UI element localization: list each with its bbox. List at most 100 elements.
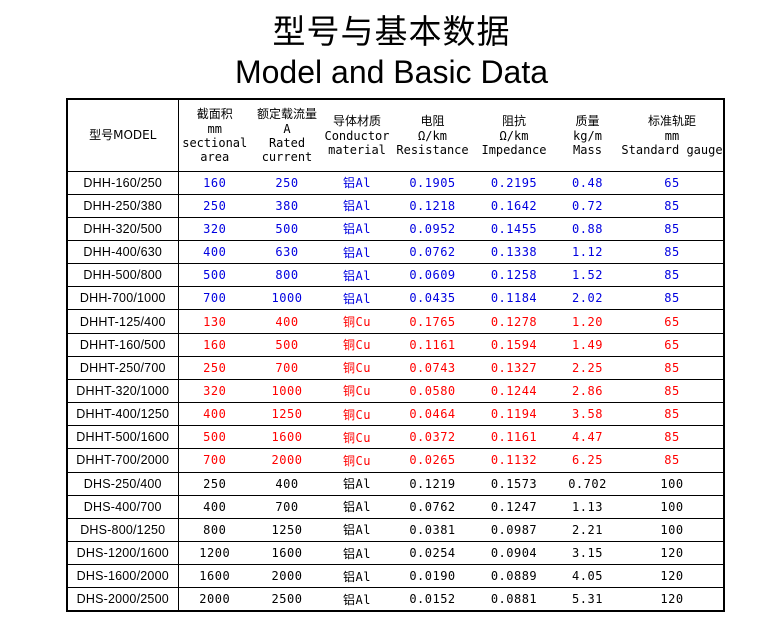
header-line: Mass: [573, 142, 602, 157]
cell-mass: 0.702: [554, 472, 621, 496]
cell-mass: 0.48: [554, 171, 621, 195]
col-header-material: 导体材质 Conductor material: [323, 99, 391, 172]
cell-mass: 5.31: [554, 587, 621, 612]
cell-gauge: 85: [621, 425, 724, 450]
cell-current: 2000: [251, 564, 323, 589]
model-basic-data-table: 型号MODEL 截面积 mm sectional area 额定载流量 A Rated curr…: [66, 98, 725, 612]
cell-mass: 0.88: [554, 217, 621, 241]
header-line: material: [328, 142, 386, 157]
cell-resistance: 0.0762: [391, 240, 474, 265]
cell-current: 1000: [251, 286, 323, 311]
cell-material: 铜Cu: [323, 333, 391, 357]
cell-resistance: 0.0743: [391, 356, 474, 380]
cell-current: 700: [251, 356, 323, 380]
cell-area: 130: [178, 309, 251, 334]
cell-model: DHHT-125/400: [67, 309, 179, 334]
table-row-dhht-500/1600: DHHT-500/1600 500 1600 铜Cu 0.0372 0.1161 4.47 8…: [67, 425, 724, 450]
table-row-dhs-1200/1600: DHS-1200/1600 1200 1600 铝Al 0.0254 0.0904 3.15…: [67, 541, 724, 566]
cell-gauge: 100: [621, 495, 724, 519]
cell-current: 630: [251, 240, 323, 265]
cell-area: 400: [178, 240, 251, 265]
cell-mass: 1.20: [554, 309, 621, 334]
cell-impedance: 0.1258: [474, 263, 554, 288]
cell-gauge: 100: [621, 518, 724, 543]
cell-resistance: 0.0952: [391, 217, 474, 241]
cell-area: 2000: [178, 587, 251, 612]
header-line: mm: [664, 128, 680, 143]
cell-material: 铜Cu: [323, 402, 391, 427]
cell-material: 铜Cu: [323, 356, 391, 380]
cell-area: 400: [178, 402, 251, 427]
cell-model: DHS-250/400: [67, 472, 179, 496]
col-header-mass: 质量 kg/m Mass: [554, 99, 621, 172]
cell-area: 1200: [178, 541, 251, 566]
cell-model: DHHT-500/1600: [67, 425, 179, 450]
cell-material: 铜Cu: [323, 379, 391, 404]
cell-mass: 1.12: [554, 240, 621, 265]
cell-current: 1000: [251, 379, 323, 404]
cell-material: 铝Al: [323, 286, 391, 311]
col-header-area: 截面积 mm sectional area: [178, 99, 251, 172]
header-line: Ω/km: [418, 128, 447, 143]
cell-area: 160: [178, 171, 251, 195]
cell-gauge: 65: [621, 309, 724, 334]
page-title-chinese: 型号与基本数据: [272, 12, 511, 51]
cell-area: 320: [178, 217, 251, 241]
table-row-dhht-400/1250: DHHT-400/1250 400 1250 铜Cu 0.0464 0.1194 3.58 8…: [67, 402, 724, 427]
cell-material: 铝Al: [323, 587, 391, 612]
cell-area: 1600: [178, 564, 251, 589]
cell-current: 400: [251, 309, 323, 334]
cell-model: DHHT-400/1250: [67, 402, 179, 427]
cell-mass: 0.72: [554, 194, 621, 218]
cell-area: 500: [178, 263, 251, 288]
header-line: sectional: [182, 135, 248, 150]
cell-area: 250: [178, 472, 251, 496]
cell-impedance: 0.1278: [474, 309, 554, 334]
table-row-dhs-2000/2500: DHS-2000/2500 2000 2500 铝Al 0.0152 0.0881 5.31…: [67, 587, 724, 612]
cell-area: 700: [178, 448, 251, 473]
cell-material: 铝Al: [323, 518, 391, 543]
cell-material: 铝Al: [323, 564, 391, 589]
cell-gauge: 120: [621, 564, 724, 589]
cell-current: 1600: [251, 541, 323, 566]
header-line: kg/m: [573, 128, 602, 143]
cell-mass: 1.52: [554, 263, 621, 288]
cell-impedance: 0.1194: [474, 402, 554, 427]
col-header-impedance: 阻抗 Ω/km Impedance: [474, 99, 554, 172]
header-line: current: [261, 149, 313, 164]
table-row-dhh-320/500: DHH-320/500 320 500 铝Al 0.0952 0.1455 0.88 85: [67, 217, 724, 241]
cell-current: 250: [251, 171, 323, 195]
cell-material: 铝Al: [323, 217, 391, 241]
header-line: 标准轨距: [647, 113, 696, 128]
cell-gauge: 65: [621, 171, 724, 195]
cell-resistance: 0.0580: [391, 379, 474, 404]
table-row-dhht-160/500: DHHT-160/500 160 500 铜Cu 0.1161 0.1594 1.49 65: [67, 333, 724, 357]
cell-area: 320: [178, 379, 251, 404]
header-line: 阻抗: [501, 113, 526, 128]
cell-material: 铝Al: [323, 240, 391, 265]
cell-material: 铝Al: [323, 495, 391, 519]
table-header: 型号MODEL 截面积 mm sectional area 额定载流量 A Rated curr…: [67, 99, 724, 172]
cell-area: 500: [178, 425, 251, 450]
header-line: Standard gauge: [621, 142, 723, 157]
cell-mass: 2.25: [554, 356, 621, 380]
header-line: mm: [207, 121, 222, 136]
table-row-dhh-400/630: DHH-400/630 400 630 铝Al 0.0762 0.1338 1.12 85: [67, 240, 724, 265]
table-header-row: 型号MODEL 截面积 mm sectional area 额定载流量 A Rated curr…: [67, 99, 724, 172]
cell-gauge: 85: [621, 240, 724, 265]
cell-mass: 6.25: [554, 448, 621, 473]
cell-mass: 3.58: [554, 402, 621, 427]
cell-model: DHHT-700/2000: [67, 448, 179, 473]
cell-resistance: 0.1905: [391, 171, 474, 195]
cell-resistance: 0.1161: [391, 333, 474, 357]
table-row-dhs-250/400: DHS-250/400 250 400 铝Al 0.1219 0.1573 0.702 100: [67, 472, 724, 496]
header-line: Resistance: [396, 142, 469, 157]
col-header-gauge: 标准轨距 mm Standard gauge: [621, 99, 724, 172]
header-line: 截面积: [196, 106, 233, 121]
cell-current: 700: [251, 495, 323, 519]
cell-gauge: 65: [621, 333, 724, 357]
cell-resistance: 0.0762: [391, 495, 474, 519]
cell-gauge: 85: [621, 448, 724, 473]
cell-impedance: 0.0889: [474, 564, 554, 589]
cell-current: 1250: [251, 518, 323, 543]
